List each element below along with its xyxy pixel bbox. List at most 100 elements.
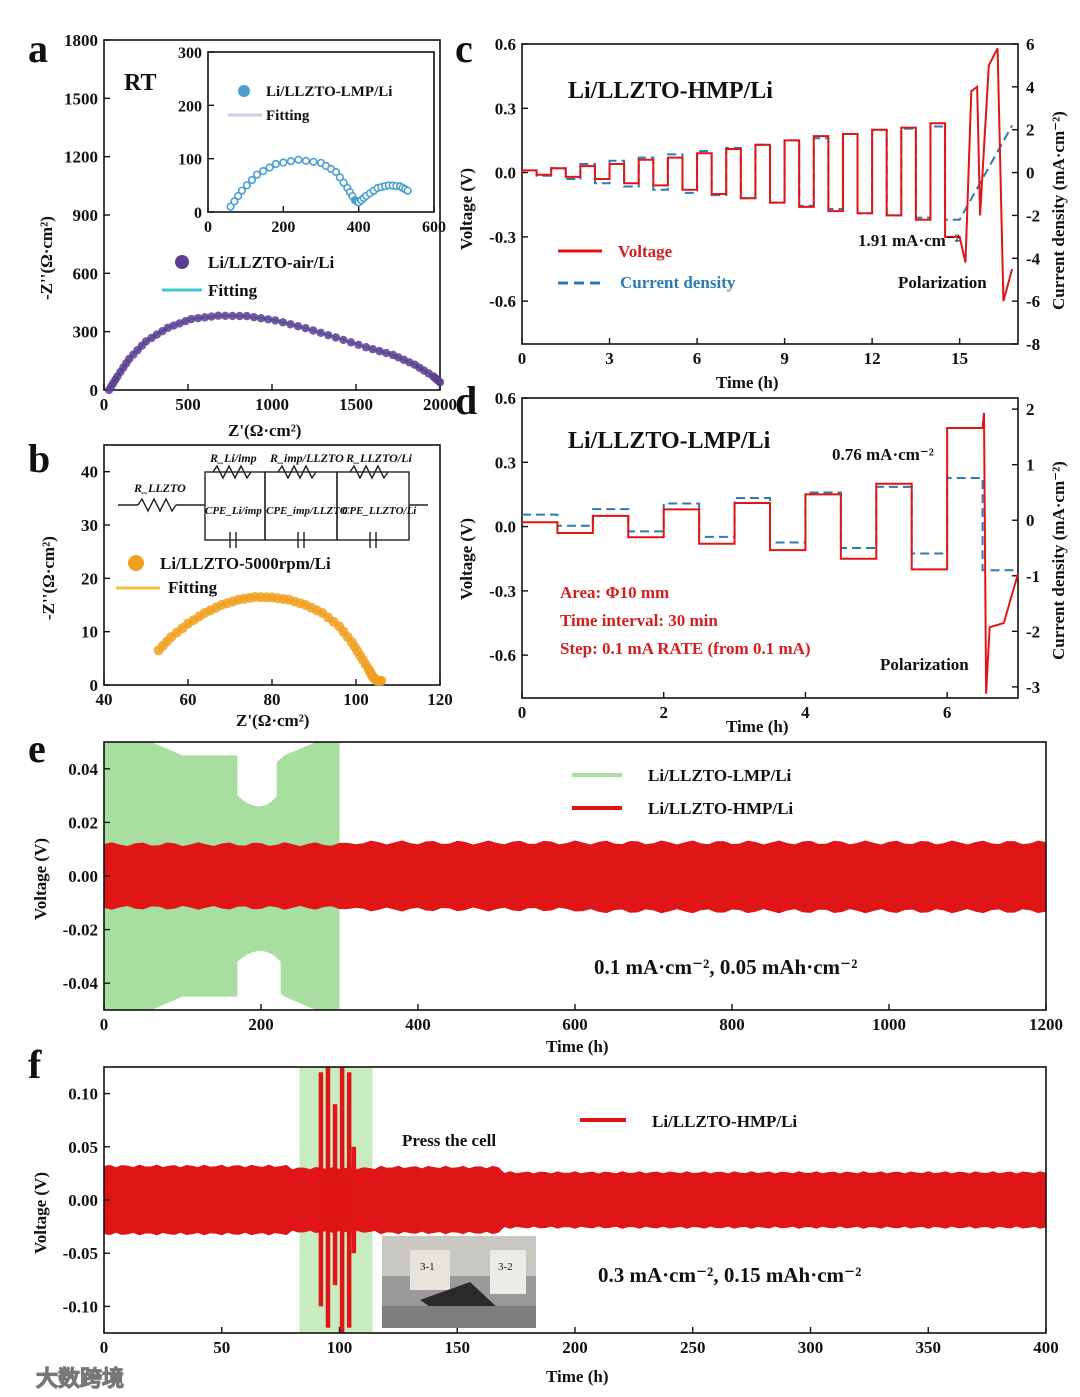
panel-f-x-tick-label: 150 bbox=[445, 1338, 471, 1357]
inset-x-tick-label: 200 bbox=[271, 219, 295, 236]
panel-d-yticks-right: -3 -2 -1 0 1 2 bbox=[1012, 400, 1040, 697]
panel-c-ylabel-left: Voltage (V) bbox=[457, 168, 476, 250]
panel-b-y-tick-label: 30 bbox=[81, 516, 98, 535]
inset-frame bbox=[207, 51, 435, 213]
panel-f-xticks: 0 50 100 150 200 250 300 350 400 bbox=[100, 1327, 1059, 1357]
panel-d-xlabel: Time (h) bbox=[726, 717, 789, 736]
panel-d-x-tick-label: 6 bbox=[943, 703, 952, 722]
photo-label-3-1: 3-1 bbox=[420, 1261, 435, 1273]
inset-data-point bbox=[226, 202, 235, 211]
inset-y-tick-label: 0 bbox=[194, 205, 202, 222]
panel-e-x-tick-label: 200 bbox=[248, 1015, 274, 1034]
inset-data-point bbox=[331, 167, 341, 177]
panel-e-hmp-trace bbox=[104, 840, 1046, 914]
panel-a-inset: 0 200 400 600 0 100 200 300 Li/LLZTO-LMP/Li Fi… bbox=[178, 45, 446, 236]
panel-f-y-tick-label: 0.00 bbox=[68, 1191, 98, 1210]
panel-d-note-area: Area: Φ10 mm bbox=[560, 583, 669, 602]
panel-e-condition: 0.1 mA·cm⁻², 0.05 mAh·cm⁻² bbox=[594, 955, 857, 979]
panel-a-data-point bbox=[339, 335, 348, 345]
panel-f-yticks: -0.10 -0.05 0.00 0.05 0.10 bbox=[63, 1085, 110, 1316]
panel-d-note-step: Step: 0.1 mA RATE (from 0.1 mA) bbox=[560, 639, 811, 658]
panel-f-spike bbox=[318, 1072, 324, 1307]
panel-a-data-point bbox=[435, 378, 445, 387]
photo-label-3-2: 3-2 bbox=[498, 1261, 513, 1273]
panel-e-y-tick-label: -0.04 bbox=[63, 974, 99, 993]
legend-f-hmp-label: Li/LLZTO-HMP/Li bbox=[652, 1112, 797, 1131]
panel-f-spike bbox=[339, 1067, 345, 1333]
legend-air-label: Li/LLZTO-air/Li bbox=[208, 253, 335, 272]
panel-d-yl-tick-label: -0.6 bbox=[489, 646, 516, 665]
panel-b-y-tick-label: 10 bbox=[81, 623, 98, 642]
panel-c-polarization-annotation: Polarization bbox=[898, 273, 987, 292]
panel-f-hmp-trace bbox=[104, 1164, 1046, 1236]
panel-a-data-point bbox=[228, 311, 237, 321]
panel-c-x-tick-label: 0 bbox=[518, 349, 527, 368]
panel-a-data-point bbox=[361, 343, 371, 352]
inset-data-point bbox=[230, 197, 239, 206]
inset-data-point bbox=[301, 156, 311, 165]
panel-a-data-point bbox=[293, 322, 303, 331]
panel-f-xlabel: Time (h) bbox=[546, 1367, 609, 1386]
panel-a-data-point bbox=[207, 312, 216, 321]
panel-a-data-point bbox=[221, 311, 230, 321]
panel-a-data-point bbox=[368, 344, 377, 354]
resistor-llzto-li-icon bbox=[349, 464, 389, 480]
panel-e-xlabel: Time (h) bbox=[546, 1037, 609, 1056]
panel-d-x-tick-label: 0 bbox=[518, 703, 527, 722]
panel-b-letter: b bbox=[28, 436, 50, 481]
panel-b-yticks: 0 10 20 30 40 bbox=[81, 463, 110, 695]
panel-b-y-tick-label: 40 bbox=[81, 463, 98, 482]
legend-voltage-label: Voltage bbox=[618, 242, 673, 261]
panel-a-y-tick-label: 900 bbox=[73, 206, 99, 225]
panel-b: b Z'(Ω·cm²) -Z''(Ω·cm²) 40 60 80 100 120 0 10… bbox=[28, 436, 453, 730]
panel-c-density-annotation: 1.91 mA·cm⁻² bbox=[858, 231, 960, 250]
panel-a-xlabel: Z'(Ω·cm²) bbox=[228, 421, 301, 440]
panel-c-letter: c bbox=[455, 26, 473, 71]
panel-f-spike bbox=[332, 1104, 338, 1286]
panel-d-yl-tick-label: 0.3 bbox=[495, 453, 516, 472]
panel-d-yr-tick-label: -1 bbox=[1026, 567, 1040, 586]
panel-c-x-tick-label: 3 bbox=[605, 349, 614, 368]
inset-data-point bbox=[247, 175, 257, 185]
panel-a-data-point bbox=[316, 328, 325, 338]
panel-c-yr-tick-label: -2 bbox=[1026, 206, 1040, 225]
resistor-llzto-icon bbox=[137, 497, 177, 513]
panel-c-yr-tick-label: 4 bbox=[1026, 78, 1035, 97]
panel-f-x-tick-label: 350 bbox=[916, 1338, 942, 1357]
panel-a-data-point bbox=[249, 312, 259, 322]
panel-f-x-tick-label: 300 bbox=[798, 1338, 824, 1357]
panel-a-y-tick-label: 0 bbox=[90, 381, 99, 400]
panel-a-data-point bbox=[187, 314, 196, 324]
inset-data-point bbox=[403, 186, 412, 195]
cell-photo: 3-1 3-2 bbox=[382, 1236, 536, 1328]
panel-a-x-tick-label: 1000 bbox=[255, 395, 289, 414]
panel-a-x-tick-label: 1500 bbox=[339, 395, 373, 414]
panel-c-yr-tick-label: 6 bbox=[1026, 35, 1035, 54]
inset-data-point bbox=[271, 159, 280, 169]
panel-b-y-tick-label: 0 bbox=[90, 676, 99, 695]
panel-a-data-point bbox=[235, 311, 244, 321]
panel-f-y-tick-label: -0.05 bbox=[63, 1244, 98, 1263]
panel-c-yticks-right: -8 -6 -4 -2 0 2 4 6 bbox=[1012, 35, 1041, 354]
panel-d-lines bbox=[522, 412, 1019, 694]
panel-d-yl-tick-label: -0.3 bbox=[489, 582, 516, 601]
panel-b-x-tick-label: 60 bbox=[180, 690, 197, 709]
panel-e-letter: e bbox=[28, 726, 46, 771]
watermark-text: 大数跨境 bbox=[36, 1366, 124, 1392]
panel-b-xlabel: Z'(Ω·cm²) bbox=[236, 711, 309, 730]
inset-points bbox=[226, 155, 412, 211]
inset-data-point bbox=[286, 157, 295, 166]
panel-a-data-point bbox=[331, 333, 341, 342]
panel-c-yr-tick-label: -8 bbox=[1026, 335, 1040, 354]
panel-d-x-tick-label: 2 bbox=[659, 703, 668, 722]
panel-d-note-interval: Time interval: 30 min bbox=[560, 611, 718, 630]
inset-data-point bbox=[294, 155, 303, 164]
legend-lmp-marker bbox=[238, 85, 250, 97]
panel-c-xticks: 0 3 6 9 12 15 bbox=[518, 338, 968, 368]
panel-c-yr-tick-label: -4 bbox=[1026, 249, 1041, 268]
inset-data-point bbox=[259, 167, 268, 176]
panel-b-ylabel: -Z''(Ω·cm²) bbox=[39, 536, 58, 620]
panel-e-xticks: 0 200 400 600 800 1000 1200 bbox=[100, 1004, 1063, 1034]
legend-5000rpm-marker bbox=[128, 555, 144, 571]
resistor-imp-llzto-icon bbox=[277, 464, 317, 480]
